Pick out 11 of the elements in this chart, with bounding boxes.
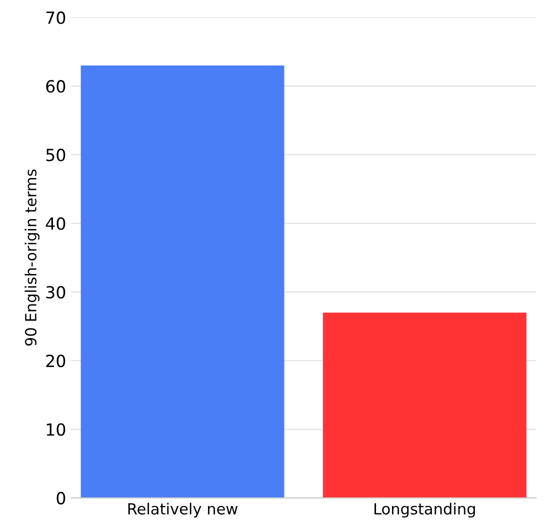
y-tick-label: 70 [46,11,66,24]
y-tick-label: 50 [46,148,66,162]
y-tick-label: 10 [46,423,66,436]
y-tick-label: 0 [56,492,66,504]
y-tick-label: 60 [46,80,66,93]
x-tick-label: Relatively new [128,502,238,518]
y-tick-label: 20 [46,354,66,368]
y-tick-label: 30 [46,286,66,299]
x-tick-label: Longstanding [374,502,475,518]
y-axis-title: 90 English-origin terms [24,169,40,346]
y-tick-label: 40 [46,217,66,230]
